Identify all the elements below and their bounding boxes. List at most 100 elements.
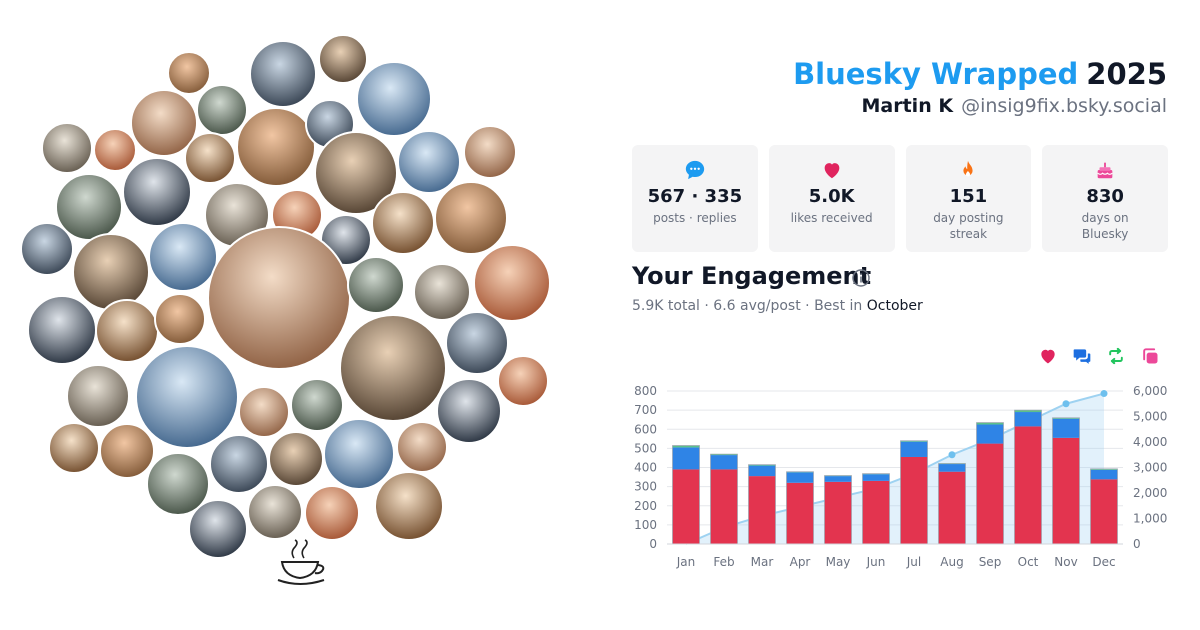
- follower-avatar: [375, 472, 443, 540]
- heart-icon: [824, 163, 839, 179]
- follower-avatar: [291, 379, 343, 431]
- reposts-bar: [900, 440, 928, 442]
- engagement-best-month: October: [866, 298, 923, 314]
- follower-avatar: [498, 356, 548, 406]
- likes-bar: [976, 443, 1004, 544]
- page-title: Bluesky Wrapped 2025: [793, 57, 1167, 91]
- y-tick-label: 200: [634, 499, 657, 513]
- follower-avatar: [49, 423, 99, 473]
- follower-avatar: [250, 41, 316, 107]
- x-tick-label: Aug: [940, 555, 963, 569]
- avatar-ring: [148, 222, 218, 292]
- likes-bar: [1052, 437, 1080, 544]
- avatar-ring: [122, 157, 192, 227]
- likes-bar: [862, 480, 890, 544]
- x-tick-label: Jul: [906, 555, 921, 569]
- follower-avatar: [348, 257, 404, 313]
- reply-icon[interactable]: [1072, 346, 1092, 366]
- replies-bar: [900, 441, 928, 457]
- follower-avatar: [96, 300, 158, 362]
- avatar-ring: [184, 132, 236, 184]
- stat-card-days: 830 days on Bluesky: [1042, 145, 1168, 252]
- likes-bar: [748, 476, 776, 544]
- chart-legend: [1038, 346, 1160, 366]
- cumulative-point: [948, 451, 956, 459]
- stat-label: day posting streak: [933, 211, 1004, 241]
- avatar-ring: [445, 311, 509, 375]
- avatar-ring: [356, 61, 432, 137]
- avatar-ring: [188, 499, 248, 559]
- stat-value: 151: [949, 186, 988, 207]
- reposts-bar: [976, 422, 1004, 425]
- follower-avatar: [197, 85, 247, 135]
- y-tick-label: 100: [634, 518, 657, 532]
- brand-title: Bluesky Wrapped: [793, 57, 1079, 91]
- y2-tick-label: 3,000: [1133, 461, 1167, 475]
- follower-avatar: [168, 52, 210, 94]
- follower-avatar: [464, 126, 516, 178]
- avatar-ring: [314, 131, 398, 215]
- avatar-ring: [41, 122, 93, 174]
- x-tick-label: Mar: [751, 555, 774, 569]
- avatar-ring: [236, 107, 316, 187]
- avatar-ring: [93, 128, 137, 172]
- reposts-bar: [1014, 410, 1042, 413]
- avatar-ring: [130, 89, 198, 157]
- avatar-ring: [247, 484, 303, 540]
- x-tick-label: Nov: [1054, 555, 1077, 569]
- follower-avatar: [147, 453, 209, 515]
- likes-bar: [1014, 426, 1042, 544]
- y2-tick-label: 0: [1133, 537, 1141, 551]
- stat-label: days on Bluesky: [1081, 211, 1129, 241]
- x-tick-label: Dec: [1092, 555, 1115, 569]
- user-handle: @insig9fix.bsky.social: [961, 95, 1167, 117]
- follower-avatar: [189, 500, 247, 558]
- follower-avatar: [319, 35, 367, 83]
- engagement-title: Your Engagement: [632, 262, 872, 290]
- x-tick-label: Apr: [790, 555, 811, 569]
- follower-avatar: [28, 296, 96, 364]
- cake-icon: [1097, 162, 1113, 179]
- x-tick-label: Jan: [676, 555, 696, 569]
- coffee-cup-icon: [277, 539, 325, 585]
- y-tick-label: 800: [634, 384, 657, 398]
- replies-bar: [748, 465, 776, 477]
- avatar-ring: [48, 422, 100, 474]
- follower-avatar: [56, 174, 122, 240]
- quote-icon[interactable]: [1140, 346, 1160, 366]
- replies-bar: [862, 474, 890, 481]
- avatar-ring: [436, 378, 502, 444]
- engagement-best-prefix: Best in: [814, 298, 863, 314]
- likes-bar: [710, 469, 738, 544]
- reposts-bar: [748, 464, 776, 466]
- follower-avatar: [100, 424, 154, 478]
- follower-avatar: [237, 108, 315, 186]
- flame-icon: [963, 160, 973, 177]
- avatar-ring: [396, 421, 448, 473]
- x-tick-label: Sep: [979, 555, 1002, 569]
- follower-avatar: [269, 432, 323, 486]
- heart-icon[interactable]: [1038, 346, 1058, 366]
- avatar-ring: [397, 130, 461, 194]
- avatar-ring: [304, 485, 360, 541]
- display-name: Martin K: [861, 95, 954, 117]
- replies-bar: [1052, 418, 1080, 438]
- repost-icon[interactable]: [1106, 346, 1126, 366]
- replies-bar: [824, 476, 852, 482]
- replies-bar: [976, 424, 1004, 444]
- follower-avatar: [324, 419, 394, 489]
- likes-bar: [938, 471, 966, 544]
- follower-avatar: [208, 227, 350, 369]
- follower-avatar: [357, 62, 431, 136]
- info-icon[interactable]: [851, 268, 871, 288]
- stat-label: posts · replies: [653, 211, 737, 225]
- avatar-ring: [473, 244, 551, 322]
- follower-avatar: [210, 435, 268, 493]
- follower-avatar: [155, 294, 205, 344]
- y-tick-label: 400: [634, 461, 657, 475]
- y2-tick-label: 2,000: [1133, 486, 1167, 500]
- stats-row: 567 · 335 posts · replies 5.0K likes rec…: [632, 145, 1168, 252]
- follower-avatar: [315, 132, 397, 214]
- follower-avatar: [21, 223, 73, 275]
- avatar-ring: [207, 226, 351, 370]
